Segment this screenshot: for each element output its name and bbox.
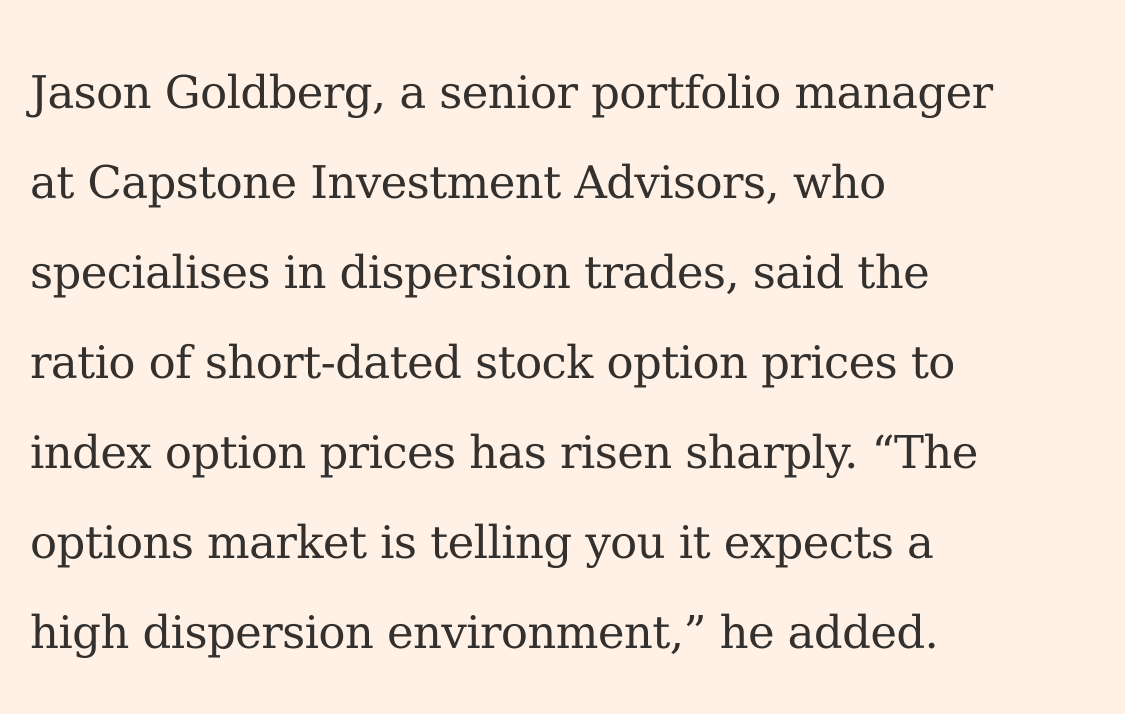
article-paragraph: Jason Goldberg, a senior portfolio manag… [30,48,1110,678]
paragraph-line: at Capstone Investment Advisors, who [30,156,886,209]
paragraph-line: index option prices has risen sharply. “… [30,426,978,479]
paragraph-line: specialises in dispersion trades, said t… [30,246,930,299]
paragraph-line: ratio of short-dated stock option prices… [30,336,955,389]
paragraph-line: Jason Goldberg, a senior portfolio manag… [30,66,993,119]
paragraph-line: options market is telling you it expects… [30,516,934,569]
paragraph-line: high dispersion environment,” he added. [30,606,939,659]
